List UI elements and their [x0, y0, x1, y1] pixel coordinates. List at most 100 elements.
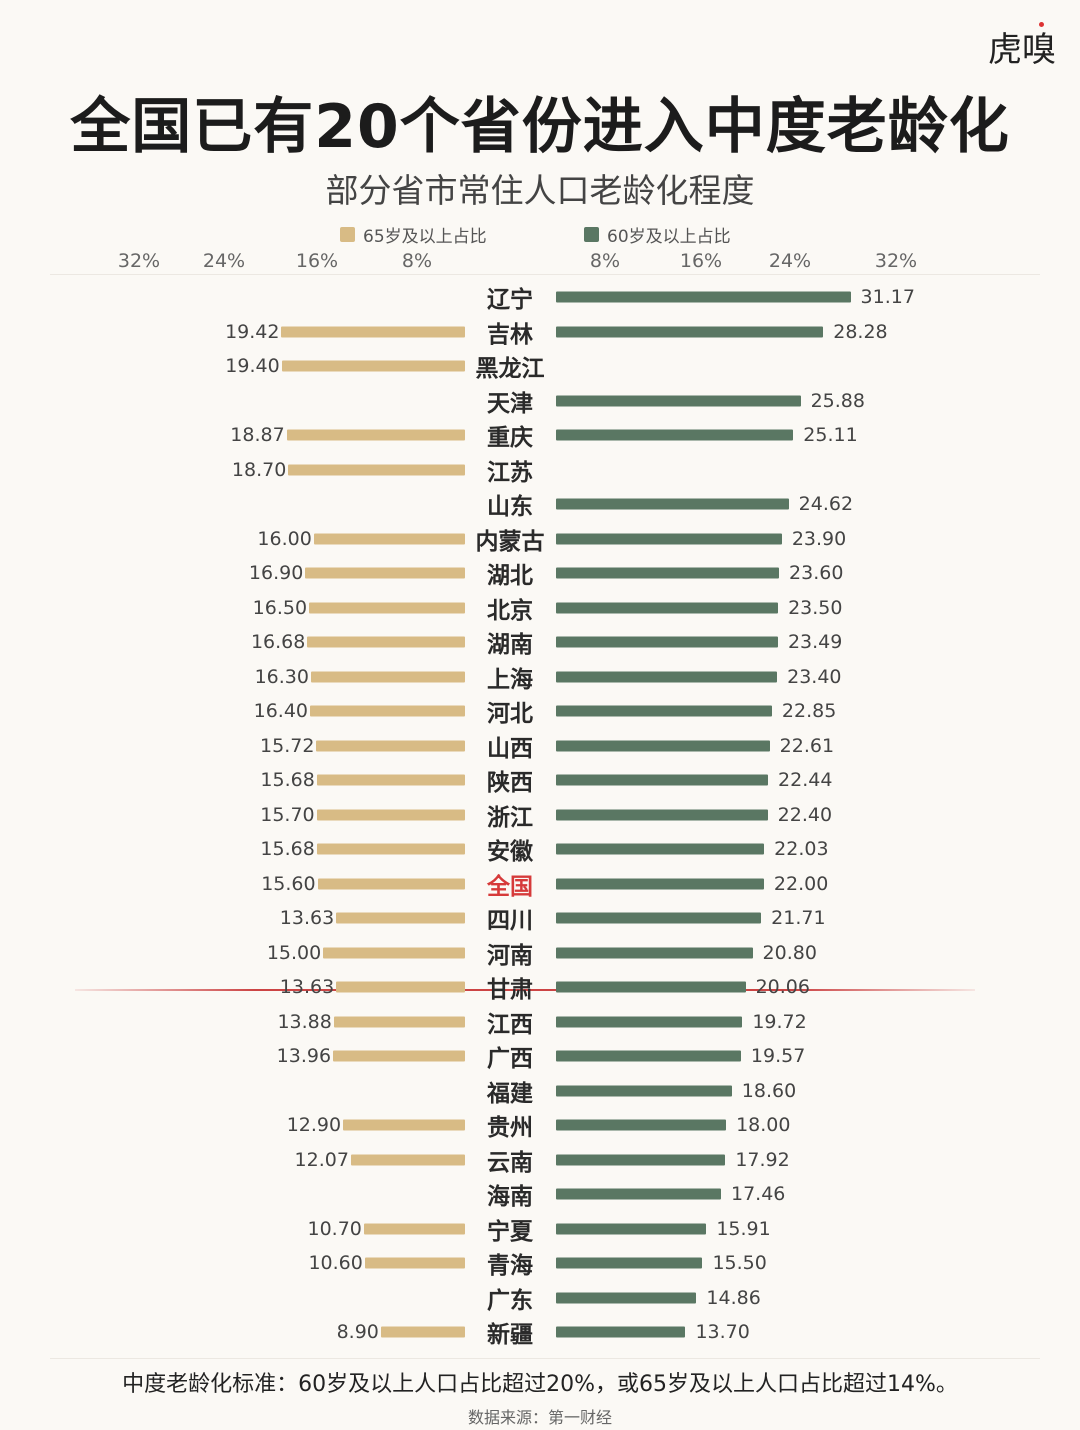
value-label-60-plus: 22.40	[777, 803, 833, 826]
bar-65-plus	[310, 671, 465, 682]
value-label-65-plus: 13.96	[276, 1045, 332, 1067]
bar-60-plus	[556, 912, 762, 924]
value-label-65-plus: 12.90	[286, 1114, 342, 1136]
bar-60-plus	[556, 429, 794, 441]
bar-65-plus	[310, 705, 465, 717]
value-label-65-plus: 18.87	[230, 424, 285, 446]
value-label-60-plus: 20.06	[755, 976, 810, 998]
bar-60-plus	[556, 809, 768, 820]
bar-65-plus	[333, 1050, 465, 1062]
value-label-60-plus: 25.11	[803, 424, 858, 446]
bar-65-plus	[350, 1154, 465, 1165]
bar-60-plus	[556, 291, 851, 303]
value-label-60-plus: 20.80	[762, 941, 817, 964]
bar-65-plus	[343, 1119, 465, 1131]
threshold-line	[75, 989, 975, 991]
category-label: 湖北	[487, 563, 533, 589]
value-label-60-plus: 23.49	[787, 631, 843, 653]
bar-65-plus	[288, 464, 465, 475]
value-label-60-plus: 22.03	[774, 838, 829, 860]
category-label: 陕西	[487, 770, 533, 796]
bar-60-plus	[556, 705, 772, 717]
value-label-65-plus: 18.70	[231, 458, 287, 481]
value-label-60-plus: 22.85	[781, 700, 837, 722]
right-tick: 24%	[768, 250, 812, 272]
value-label-65-plus: 15.00	[266, 941, 322, 964]
value-label-60-plus: 23.40	[787, 665, 842, 688]
value-label-65-plus: 13.63	[279, 976, 335, 998]
bar-65-plus	[281, 326, 465, 337]
value-label-60-plus: 13.70	[695, 1321, 750, 1343]
bar-65-plus	[323, 947, 465, 958]
right-tick: 16%	[679, 250, 723, 272]
legend-item-65: 65岁及以上占比	[340, 222, 487, 247]
value-label-60-plus: 23.50	[788, 596, 843, 619]
left-tick: 16%	[295, 250, 339, 272]
data-source: 数据来源：第一财经	[467, 1408, 612, 1427]
left-tick: 8%	[401, 250, 433, 272]
value-label-65-plus: 13.88	[277, 1010, 332, 1033]
category-label: 广东	[487, 1287, 533, 1314]
bar-60-plus	[556, 1188, 721, 1200]
value-label-65-plus: 15.70	[260, 803, 315, 826]
category-label: 贵州	[487, 1115, 533, 1141]
bar-65-plus	[281, 360, 465, 372]
bar-65-plus	[380, 1326, 465, 1338]
bar-65-plus	[309, 602, 465, 613]
bar-60-plus	[556, 395, 801, 406]
value-label-65-plus: 10.70	[307, 1217, 362, 1240]
bar-65-plus	[364, 1257, 465, 1269]
value-label-60-plus: 15.91	[716, 1217, 771, 1240]
value-label-65-plus: 10.60	[308, 1252, 363, 1274]
category-label: 天津	[487, 390, 533, 417]
value-label-60-plus: 22.44	[778, 769, 833, 791]
value-label-65-plus: 16.30	[254, 665, 309, 688]
category-label: 甘肃	[487, 977, 533, 1003]
category-label: 福建	[487, 1080, 533, 1107]
bar-60-plus	[556, 533, 782, 544]
category-label: 海南	[487, 1184, 533, 1210]
value-label-60-plus: 21.71	[771, 907, 826, 929]
bar-60-plus	[556, 981, 746, 993]
bar-65-plus	[333, 1016, 465, 1027]
legend-swatch-60	[584, 227, 599, 242]
value-label-65-plus: 16.90	[248, 562, 304, 584]
value-label-60-plus: 18.60	[741, 1079, 797, 1102]
value-label-65-plus: 13.63	[279, 907, 335, 929]
bar-60-plus	[556, 1016, 743, 1027]
category-label: 山西	[487, 735, 533, 762]
bar-60-plus	[556, 1223, 707, 1234]
category-label: 云南	[487, 1149, 533, 1176]
bar-65-plus	[316, 843, 465, 855]
logo: 虎嗅	[988, 30, 1056, 70]
chart-title: 全国已有20个省份进入中度老龄化	[70, 92, 1010, 162]
bar-65-plus	[316, 774, 465, 786]
category-label: 内蒙古	[475, 528, 545, 555]
value-label-60-plus: 19.72	[752, 1010, 807, 1033]
bar-65-plus	[307, 636, 465, 648]
category-label: 浙江	[487, 804, 533, 831]
bar-65-plus	[317, 878, 465, 889]
category-label: 重庆	[487, 425, 533, 451]
bar-60-plus	[556, 1085, 732, 1096]
bar-60-plus	[556, 326, 824, 337]
value-label-60-plus: 18.00	[736, 1114, 791, 1136]
value-label-60-plus: 19.57	[750, 1045, 806, 1067]
category-label: 新疆	[487, 1322, 533, 1348]
category-label: 宁夏	[487, 1218, 533, 1245]
logo-dot-icon	[1039, 22, 1044, 27]
bar-60-plus	[556, 843, 765, 855]
category-label: 安徽	[487, 839, 533, 865]
chart-subtitle: 部分省市常住人口老龄化程度	[325, 171, 755, 210]
bar-60-plus	[556, 567, 780, 579]
footer-divider	[50, 1358, 1040, 1359]
category-label: 河北	[487, 701, 533, 727]
category-label: 上海	[487, 666, 533, 693]
bar-65-plus	[316, 809, 465, 820]
bar-60-plus	[556, 636, 778, 648]
category-label: 黑龙江	[475, 356, 545, 382]
right-tick: 8%	[589, 250, 621, 272]
bar-60-plus	[556, 1326, 686, 1338]
category-label: 山东	[487, 494, 533, 520]
